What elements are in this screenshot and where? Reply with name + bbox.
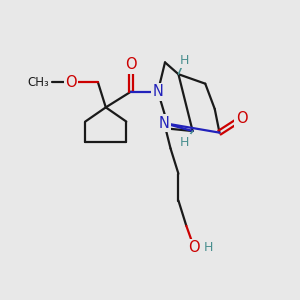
Text: H: H	[204, 242, 213, 254]
Text: CH₃: CH₃	[28, 76, 50, 88]
Text: N: N	[159, 116, 170, 131]
Text: H: H	[180, 53, 189, 67]
Text: O: O	[188, 240, 200, 255]
Text: H: H	[180, 136, 189, 148]
Text: O: O	[236, 111, 248, 126]
Text: O: O	[65, 75, 77, 90]
Text: N: N	[152, 84, 163, 99]
Text: O: O	[125, 57, 137, 72]
